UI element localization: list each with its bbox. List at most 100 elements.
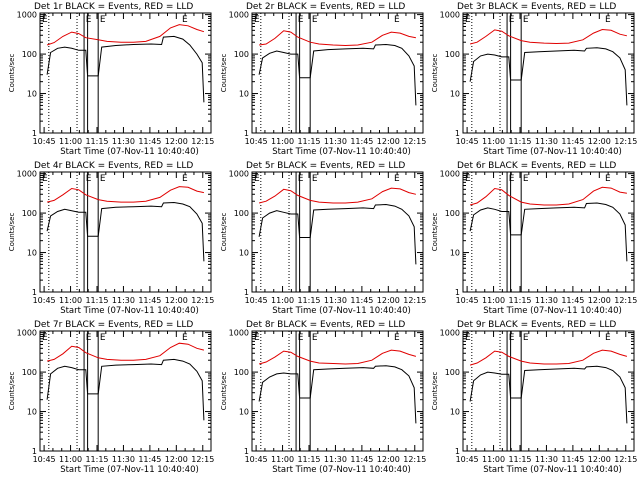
x-tick-label: 11:30 [535, 455, 558, 464]
flag-marker: E [42, 333, 48, 343]
x-tick-label: 10:45 [33, 455, 56, 464]
x-axis-label: Start Time (07-Nov-11 10:40:40) [272, 147, 411, 157]
y-tick-label: 1000 [440, 170, 460, 179]
x-axis-label: Start Time (07-Nov-11 10:40:40) [60, 147, 199, 157]
detector-panel-7: Det 7r BLACK = Events, RED = LLD 1 10 100 10… [8, 320, 214, 475]
flag-marker: E [394, 15, 400, 25]
detector-panel-6: Det 6r BLACK = Events, RED = LLD 1 10 100 10… [431, 161, 637, 316]
x-tick-label: 12:15 [614, 137, 637, 146]
lld-series-line [46, 342, 205, 362]
y-tick-label: 1 [455, 447, 460, 456]
x-tick-label: 11:15 [85, 137, 108, 146]
x-tick-label: 12:15 [403, 137, 426, 146]
flag-marker: E [254, 15, 260, 25]
x-tick-label: 11:45 [561, 296, 584, 305]
x-tick-label: 11:15 [85, 455, 108, 464]
detector-panel-2: Det 2r BLACK = Events, RED = LLD 1 10 100 10… [220, 2, 426, 157]
y-axis-label: Counts/sec [431, 372, 439, 411]
x-tick-label: 11:30 [324, 137, 347, 146]
x-tick-label: 11:15 [297, 137, 320, 146]
x-tick-label: 10:45 [245, 296, 268, 305]
flag-marker: E [523, 174, 529, 184]
flag-marker: E [100, 15, 106, 25]
lld-series-line [469, 186, 627, 206]
x-tick-label: 11:00 [482, 137, 505, 146]
y-axis-label: Counts/sec [220, 54, 228, 93]
flag-marker: E [523, 333, 529, 343]
x-tick-label: 11:30 [112, 296, 135, 305]
flag-marker: E [465, 174, 471, 184]
x-axis-label: Start Time (07-Nov-11 10:40:40) [60, 465, 199, 475]
y-tick-label: 100 [445, 368, 460, 377]
y-tick-label: 10 [27, 408, 37, 417]
y-tick-label: 1000 [229, 170, 249, 179]
detector-panel-3: Det 3r BLACK = Events, RED = LLD 1 10 100 10… [431, 2, 637, 157]
detector-panel-4: Det 4r BLACK = Events, RED = LLD 1 10 100 10… [8, 161, 214, 316]
y-axis-label: Counts/sec [8, 54, 16, 93]
x-tick-label: 11:45 [561, 137, 584, 146]
y-tick-label: 100 [234, 368, 249, 377]
panel-title: Det 6r BLACK = Events, RED = LLD [457, 161, 616, 171]
y-tick-label: 1 [244, 288, 249, 297]
x-axis-label: Start Time (07-Nov-11 10:40:40) [272, 306, 411, 316]
x-tick-label: 12:00 [165, 455, 188, 464]
panel-title: Det 5r BLACK = Events, RED = LLD [246, 161, 405, 171]
events-series-line [46, 201, 205, 262]
x-axis-label: Start Time (07-Nov-11 10:40:40) [483, 147, 622, 157]
plot-frame [462, 171, 635, 293]
y-tick-label: 100 [22, 368, 37, 377]
flag-marker: E [465, 15, 471, 25]
flag-marker: E [394, 174, 400, 184]
panel-title: Det 8r BLACK = Events, RED = LLD [246, 320, 405, 330]
events-series-line [258, 43, 417, 106]
y-tick-label: 100 [234, 50, 249, 59]
x-tick-label: 11:00 [59, 137, 82, 146]
y-tick-label: 1000 [229, 329, 249, 338]
y-tick-label: 10 [27, 249, 37, 258]
x-tick-label: 12:00 [588, 296, 611, 305]
events-series-line [469, 202, 628, 262]
panel-title: Det 3r BLACK = Events, RED = LLD [457, 2, 616, 12]
flag-marker: E [312, 333, 318, 343]
x-tick-label: 12:00 [377, 137, 400, 146]
x-tick-label: 11:30 [535, 296, 558, 305]
x-tick-label: 11:00 [271, 455, 294, 464]
plot-frame [462, 12, 635, 134]
flag-marker: E [86, 174, 92, 184]
x-axis-label: Start Time (07-Nov-11 10:40:40) [483, 465, 622, 475]
flag-marker: E [605, 15, 611, 25]
x-tick-label: 11:30 [535, 137, 558, 146]
y-tick-label: 1 [32, 447, 37, 456]
y-tick-label: 100 [22, 50, 37, 59]
x-tick-label: 12:15 [191, 137, 214, 146]
y-tick-label: 1 [32, 129, 37, 138]
x-tick-label: 12:15 [403, 296, 426, 305]
flag-marker: E [42, 15, 48, 25]
plot-frame [251, 330, 424, 452]
flag-marker: E [509, 333, 515, 343]
x-tick-label: 11:00 [271, 296, 294, 305]
y-tick-label: 100 [22, 209, 37, 218]
detector-panel-5: Det 5r BLACK = Events, RED = LLD 1 10 100 10… [220, 161, 426, 316]
x-tick-label: 11:15 [85, 296, 108, 305]
flag-marker: E [605, 333, 611, 343]
y-tick-label: 10 [450, 249, 460, 258]
x-tick-label: 11:00 [59, 296, 82, 305]
x-tick-label: 11:00 [271, 137, 294, 146]
panel-title: Det 1r BLACK = Events, RED = LLD [34, 2, 193, 12]
y-tick-label: 1000 [440, 11, 460, 20]
flag-marker: E [100, 174, 106, 184]
x-tick-label: 10:45 [456, 296, 479, 305]
y-axis-label: Counts/sec [431, 213, 439, 252]
x-tick-label: 12:15 [403, 455, 426, 464]
x-axis-label: Start Time (07-Nov-11 10:40:40) [60, 306, 199, 316]
x-tick-label: 11:30 [324, 296, 347, 305]
lld-series-line [259, 30, 416, 47]
flag-marker: E [42, 174, 48, 184]
lld-series-line [46, 186, 205, 203]
plot-frame [251, 171, 424, 293]
detector-panel-8: Det 8r BLACK = Events, RED = LLD 1 10 100 10… [220, 320, 426, 475]
lld-series-line [46, 24, 205, 46]
y-tick-label: 10 [450, 408, 460, 417]
x-tick-label: 11:15 [508, 137, 531, 146]
